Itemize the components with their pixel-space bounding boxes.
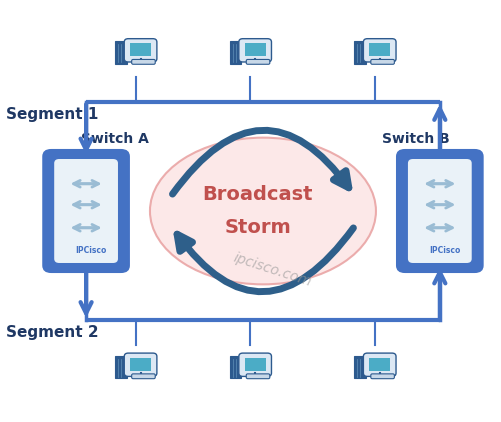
FancyBboxPatch shape — [124, 39, 157, 62]
FancyBboxPatch shape — [230, 356, 241, 378]
FancyBboxPatch shape — [42, 149, 130, 273]
Text: Segment 1: Segment 1 — [7, 107, 99, 122]
FancyBboxPatch shape — [130, 358, 151, 371]
FancyBboxPatch shape — [354, 41, 366, 64]
FancyBboxPatch shape — [115, 41, 127, 64]
Text: IPCisco: IPCisco — [75, 246, 107, 255]
FancyBboxPatch shape — [54, 159, 118, 263]
FancyBboxPatch shape — [115, 356, 127, 378]
Text: Broadcast: Broadcast — [203, 185, 313, 204]
Text: ipcisco.com: ipcisco.com — [232, 250, 314, 289]
Text: Storm: Storm — [224, 218, 292, 237]
FancyBboxPatch shape — [246, 374, 270, 379]
FancyBboxPatch shape — [408, 159, 472, 263]
FancyBboxPatch shape — [244, 43, 266, 56]
FancyBboxPatch shape — [244, 358, 266, 371]
FancyBboxPatch shape — [396, 149, 483, 273]
Text: Switch B: Switch B — [382, 132, 450, 146]
Text: IPCisco: IPCisco — [429, 246, 460, 255]
FancyBboxPatch shape — [132, 374, 155, 379]
FancyBboxPatch shape — [130, 43, 151, 56]
FancyBboxPatch shape — [354, 356, 366, 378]
FancyBboxPatch shape — [124, 353, 157, 376]
FancyBboxPatch shape — [369, 358, 390, 371]
FancyBboxPatch shape — [371, 374, 394, 379]
FancyBboxPatch shape — [132, 60, 155, 64]
FancyBboxPatch shape — [239, 353, 272, 376]
Text: Segment 2: Segment 2 — [7, 325, 99, 340]
FancyBboxPatch shape — [363, 39, 396, 62]
FancyBboxPatch shape — [371, 60, 394, 64]
FancyBboxPatch shape — [246, 60, 270, 64]
FancyBboxPatch shape — [369, 43, 390, 56]
FancyBboxPatch shape — [239, 39, 272, 62]
FancyBboxPatch shape — [363, 353, 396, 376]
Ellipse shape — [150, 138, 376, 284]
Text: Switch A: Switch A — [81, 132, 149, 146]
FancyBboxPatch shape — [230, 41, 241, 64]
